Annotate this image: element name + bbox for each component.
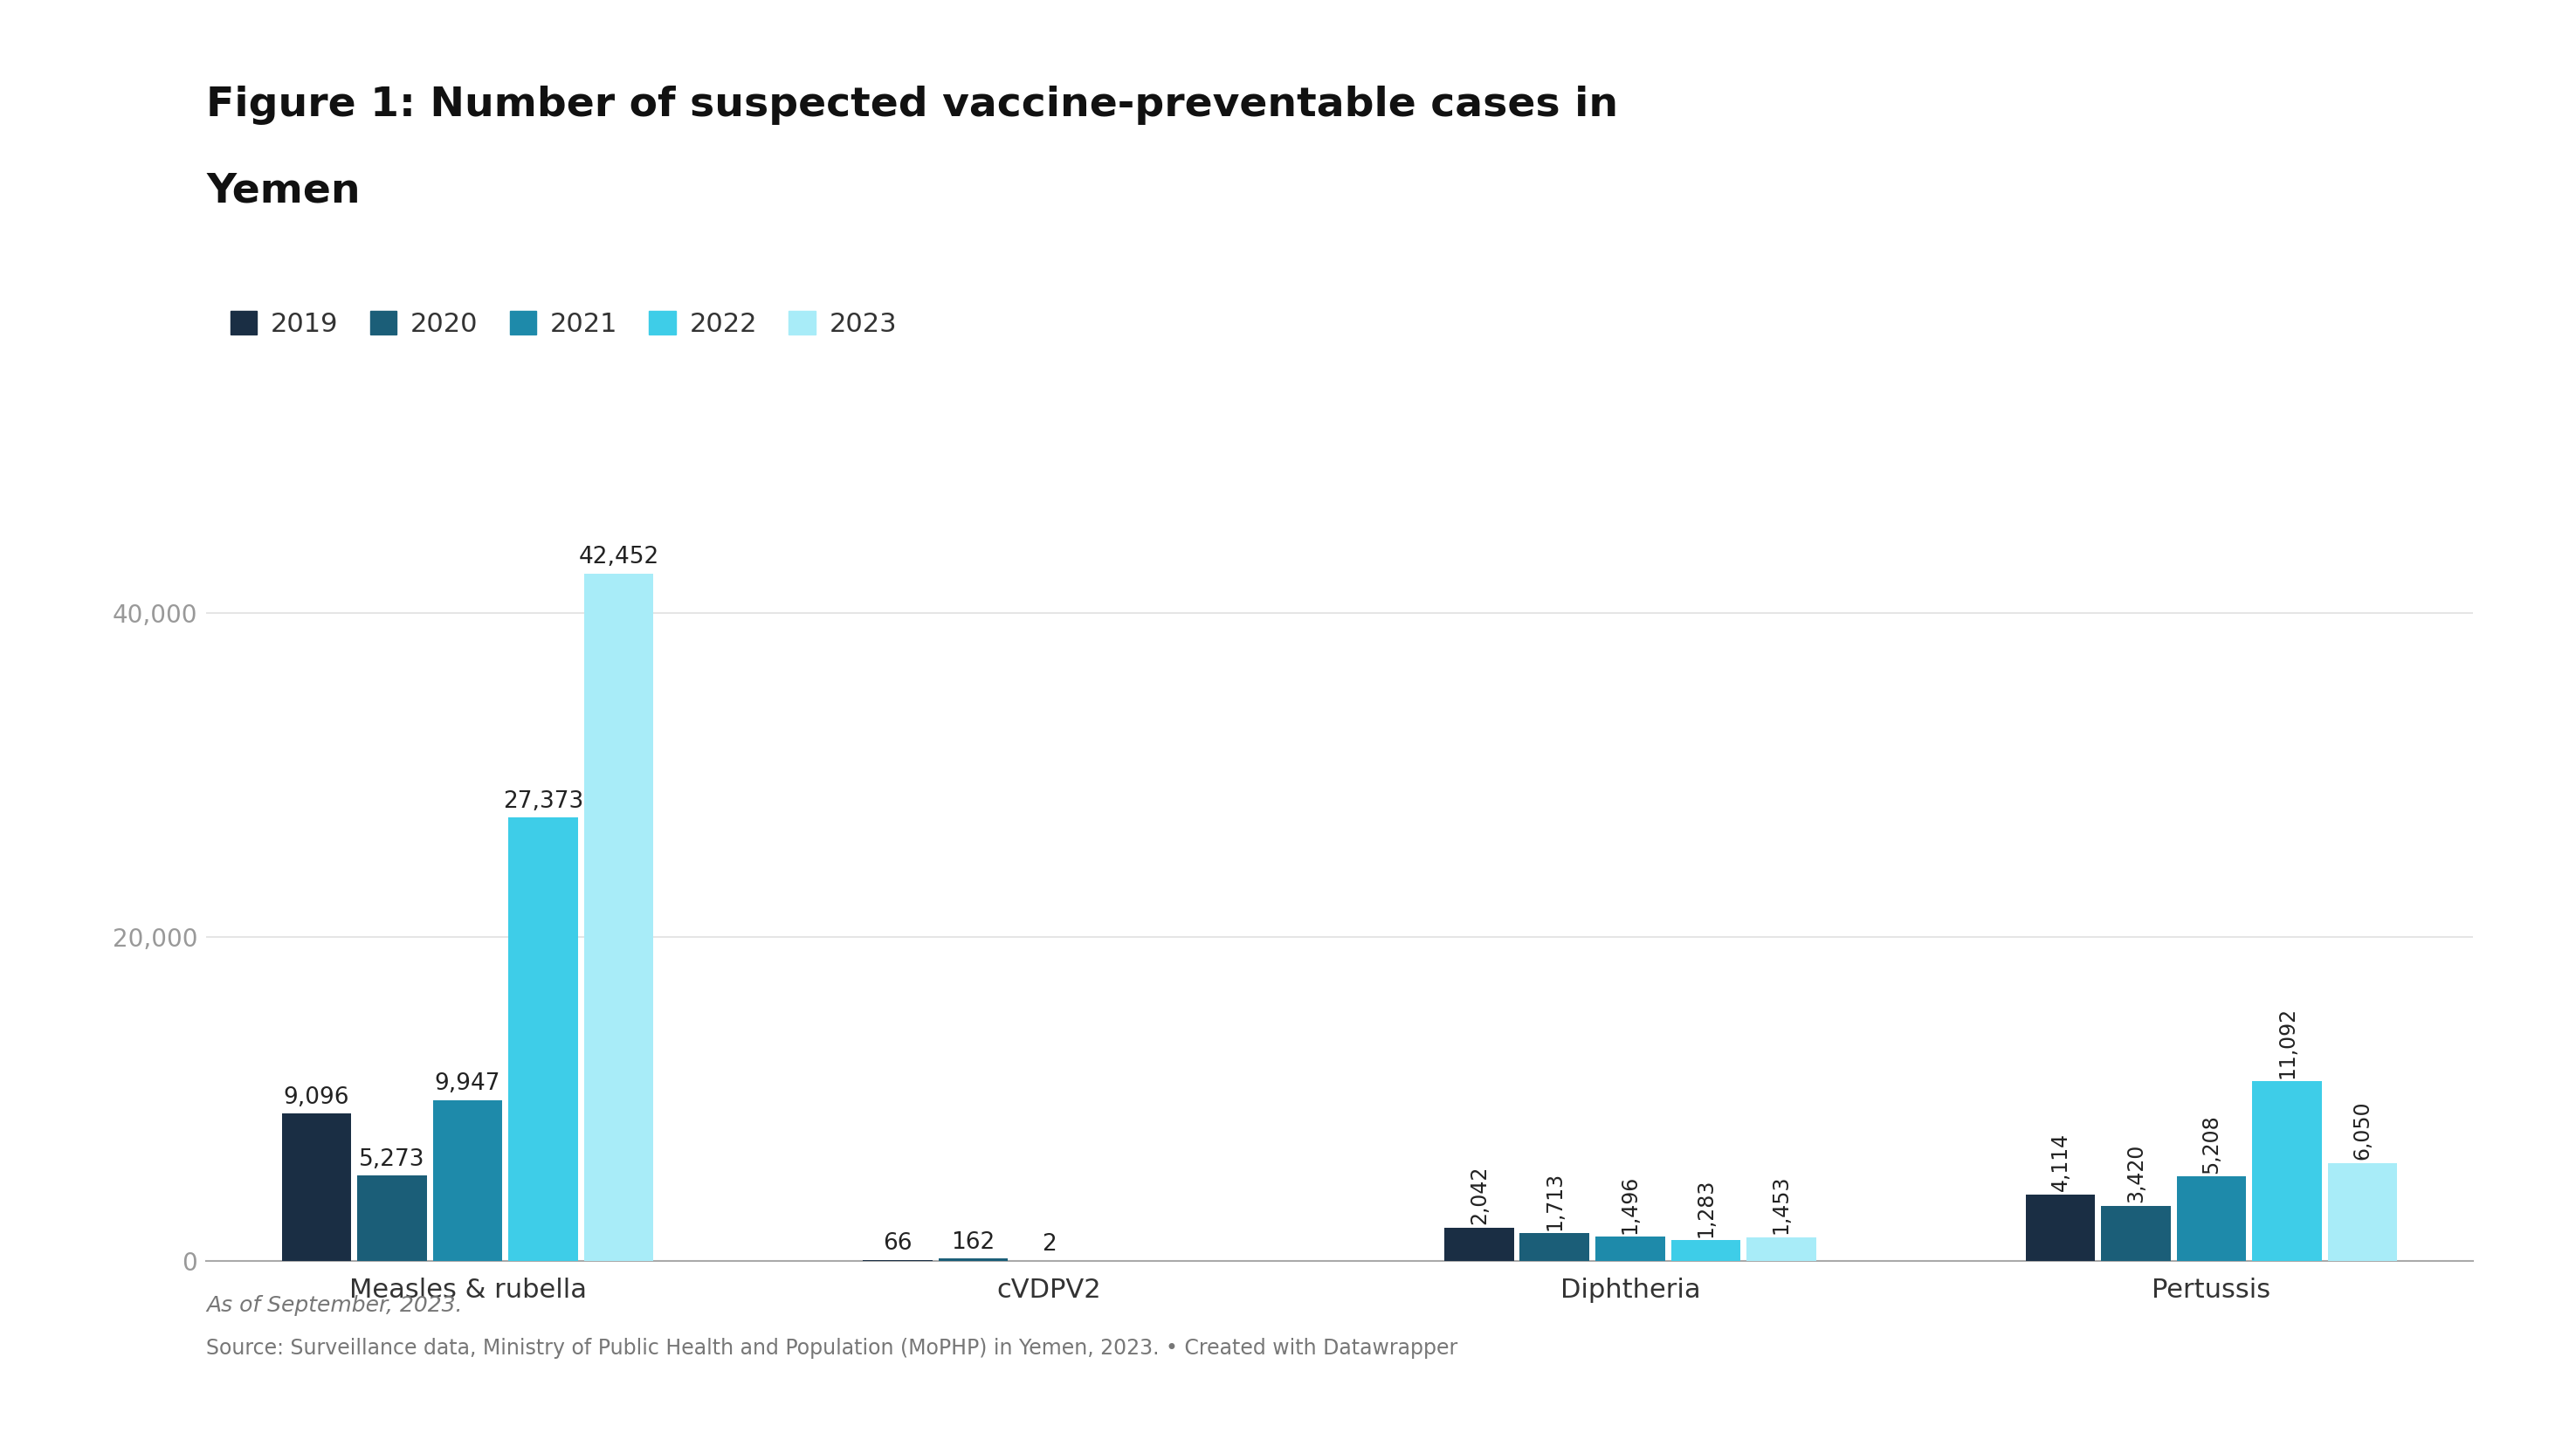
Text: 1,496: 1,496 — [1620, 1175, 1641, 1234]
Bar — [281, 1113, 350, 1261]
Text: 9,096: 9,096 — [283, 1086, 350, 1109]
Text: 1,713: 1,713 — [1543, 1171, 1566, 1230]
Bar — [358, 1175, 428, 1261]
Text: 11,092: 11,092 — [2277, 1006, 2298, 1078]
Text: 5,208: 5,208 — [2200, 1115, 2223, 1174]
Bar — [2329, 1164, 2398, 1261]
Bar — [1595, 1237, 1664, 1261]
Bar — [1445, 1228, 1515, 1261]
Text: 9,947: 9,947 — [435, 1072, 500, 1095]
Bar — [433, 1101, 502, 1261]
Text: 1,283: 1,283 — [1695, 1178, 1716, 1237]
Text: 27,373: 27,373 — [502, 790, 585, 813]
Text: 4,114: 4,114 — [2050, 1132, 2071, 1191]
Text: 2,042: 2,042 — [1468, 1166, 1489, 1225]
Text: 66: 66 — [884, 1232, 912, 1255]
Text: Yemen: Yemen — [206, 172, 361, 211]
Text: 5,273: 5,273 — [358, 1148, 425, 1171]
Text: 1,453: 1,453 — [1770, 1175, 1793, 1234]
Legend: 2019, 2020, 2021, 2022, 2023: 2019, 2020, 2021, 2022, 2023 — [219, 299, 907, 348]
Bar — [1672, 1240, 1741, 1261]
Bar — [585, 573, 654, 1261]
Text: 2: 2 — [1041, 1234, 1056, 1257]
Text: 6,050: 6,050 — [2352, 1101, 2372, 1159]
Text: As of September, 2023.: As of September, 2023. — [206, 1294, 461, 1315]
Text: 42,452: 42,452 — [580, 546, 659, 569]
Bar — [1747, 1238, 1816, 1261]
Bar — [2251, 1082, 2321, 1261]
Bar — [2102, 1205, 2172, 1261]
Text: Source: Surveillance data, Ministry of Public Health and Population (MoPHP) in Y: Source: Surveillance data, Ministry of P… — [206, 1337, 1458, 1358]
Text: Figure 1: Number of suspected vaccine-preventable cases in: Figure 1: Number of suspected vaccine-pr… — [206, 86, 1618, 125]
Bar — [507, 818, 577, 1261]
Bar — [938, 1258, 1007, 1261]
Bar — [2177, 1176, 2246, 1261]
Text: 3,420: 3,420 — [2125, 1144, 2146, 1202]
Text: 162: 162 — [951, 1231, 994, 1254]
Bar — [1520, 1234, 1589, 1261]
Bar — [2025, 1194, 2094, 1261]
